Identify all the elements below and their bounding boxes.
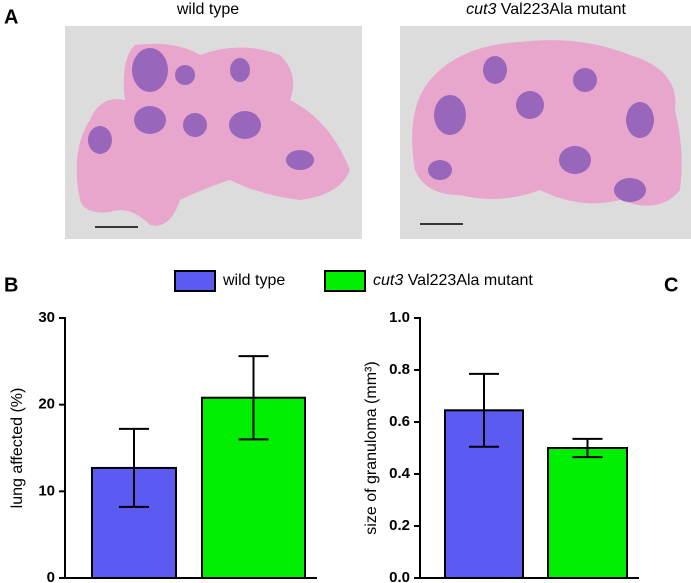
y-tick-label: 0.0 bbox=[389, 569, 410, 583]
y-tick-label: 0 bbox=[47, 569, 55, 583]
y-tick-label: 30 bbox=[38, 309, 55, 326]
legend-swatch bbox=[324, 270, 366, 292]
legend-label: wild type bbox=[222, 272, 285, 289]
error-bar bbox=[119, 427, 149, 508]
y-tick-label: 0.2 bbox=[389, 517, 410, 534]
legend-label: cut3 Val223Ala mutant bbox=[373, 272, 533, 289]
error-bar bbox=[572, 437, 603, 459]
bar bbox=[91, 466, 177, 579]
image-caption: wild type bbox=[176, 1, 239, 18]
error-bar bbox=[469, 372, 499, 448]
y-tick-label: 0.8 bbox=[389, 361, 410, 378]
bar bbox=[547, 447, 628, 579]
y-tick-label: 1.0 bbox=[389, 309, 410, 326]
panel-label: B bbox=[4, 274, 18, 296]
y-tick-label: 0.4 bbox=[389, 465, 411, 482]
panel-label: A bbox=[4, 6, 18, 28]
legend-swatch bbox=[174, 270, 216, 292]
y-tick-label: 20 bbox=[38, 396, 55, 413]
image-caption: cut3 Val223Ala mutant bbox=[466, 1, 626, 18]
error-bar bbox=[238, 355, 269, 441]
histology-image bbox=[65, 26, 691, 239]
y-axis-label: size of granuloma (mm³) bbox=[363, 361, 380, 534]
y-tick-label: 10 bbox=[38, 482, 55, 499]
y-tick-label: 0.6 bbox=[389, 413, 410, 430]
panel-label: C bbox=[664, 274, 678, 296]
y-axis-label: lung affected (%) bbox=[9, 388, 26, 509]
